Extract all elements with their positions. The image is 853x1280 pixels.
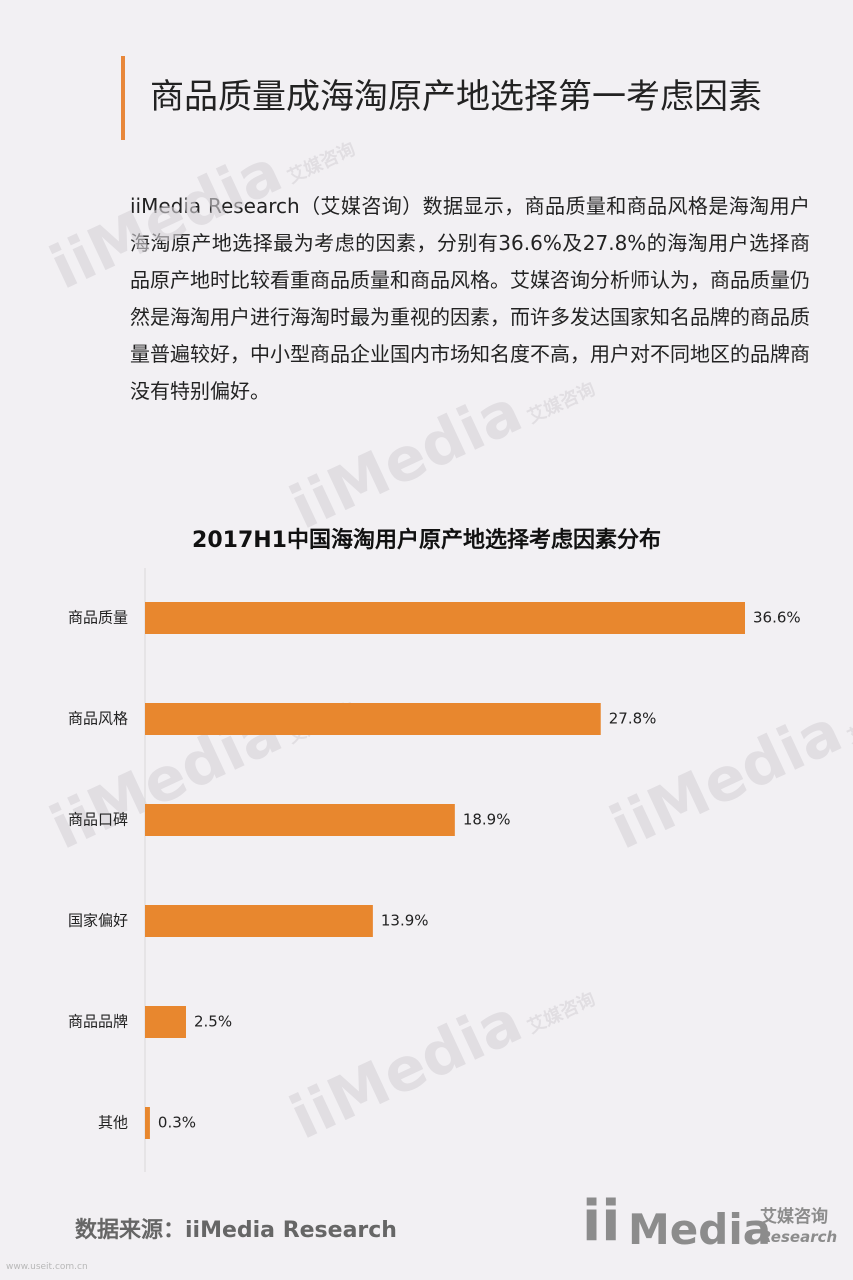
data-label: 18.9% bbox=[463, 811, 511, 829]
category-label: 其他 bbox=[98, 1114, 128, 1132]
bar bbox=[145, 703, 601, 735]
title-accent-bar bbox=[121, 56, 125, 140]
category-label: 商品风格 bbox=[68, 710, 128, 728]
data-label: 2.5% bbox=[194, 1013, 232, 1031]
category-label: 商品品牌 bbox=[68, 1013, 128, 1031]
data-label: 0.3% bbox=[158, 1114, 196, 1132]
data-label: 27.8% bbox=[609, 710, 657, 728]
data-label: 36.6% bbox=[753, 609, 801, 627]
category-label: 商品质量 bbox=[68, 609, 128, 627]
data-label: 13.9% bbox=[381, 912, 429, 930]
data-source: 数据来源：iiMedia Research bbox=[75, 1218, 397, 1243]
bar bbox=[145, 602, 745, 634]
page-title: 商品质量成海淘原产地选择第一考虑因素 bbox=[150, 77, 762, 117]
intro-paragraph: iiMedia Research（艾媒咨询）数据显示，商品质量和商品风格是海淘用… bbox=[130, 194, 810, 403]
bar bbox=[145, 804, 455, 836]
bar bbox=[145, 1006, 186, 1038]
category-label: 商品口碑 bbox=[68, 811, 128, 829]
footer-url: www.useit.com.cn bbox=[6, 1262, 88, 1272]
iimedia-logo: ii Media 艾媒咨询 Research bbox=[582, 1189, 838, 1254]
chart-title: 2017H1中国海淘用户原产地选择考虑因素分布 bbox=[192, 528, 661, 553]
bar bbox=[145, 905, 373, 937]
category-label: 国家偏好 bbox=[68, 912, 128, 930]
bar bbox=[145, 1107, 150, 1139]
bar-chart: 商品质量 36.6% 商品风格 27.8% 商品口碑 18.9% 国家偏好 13.9% 商品品牌… bbox=[68, 568, 801, 1172]
